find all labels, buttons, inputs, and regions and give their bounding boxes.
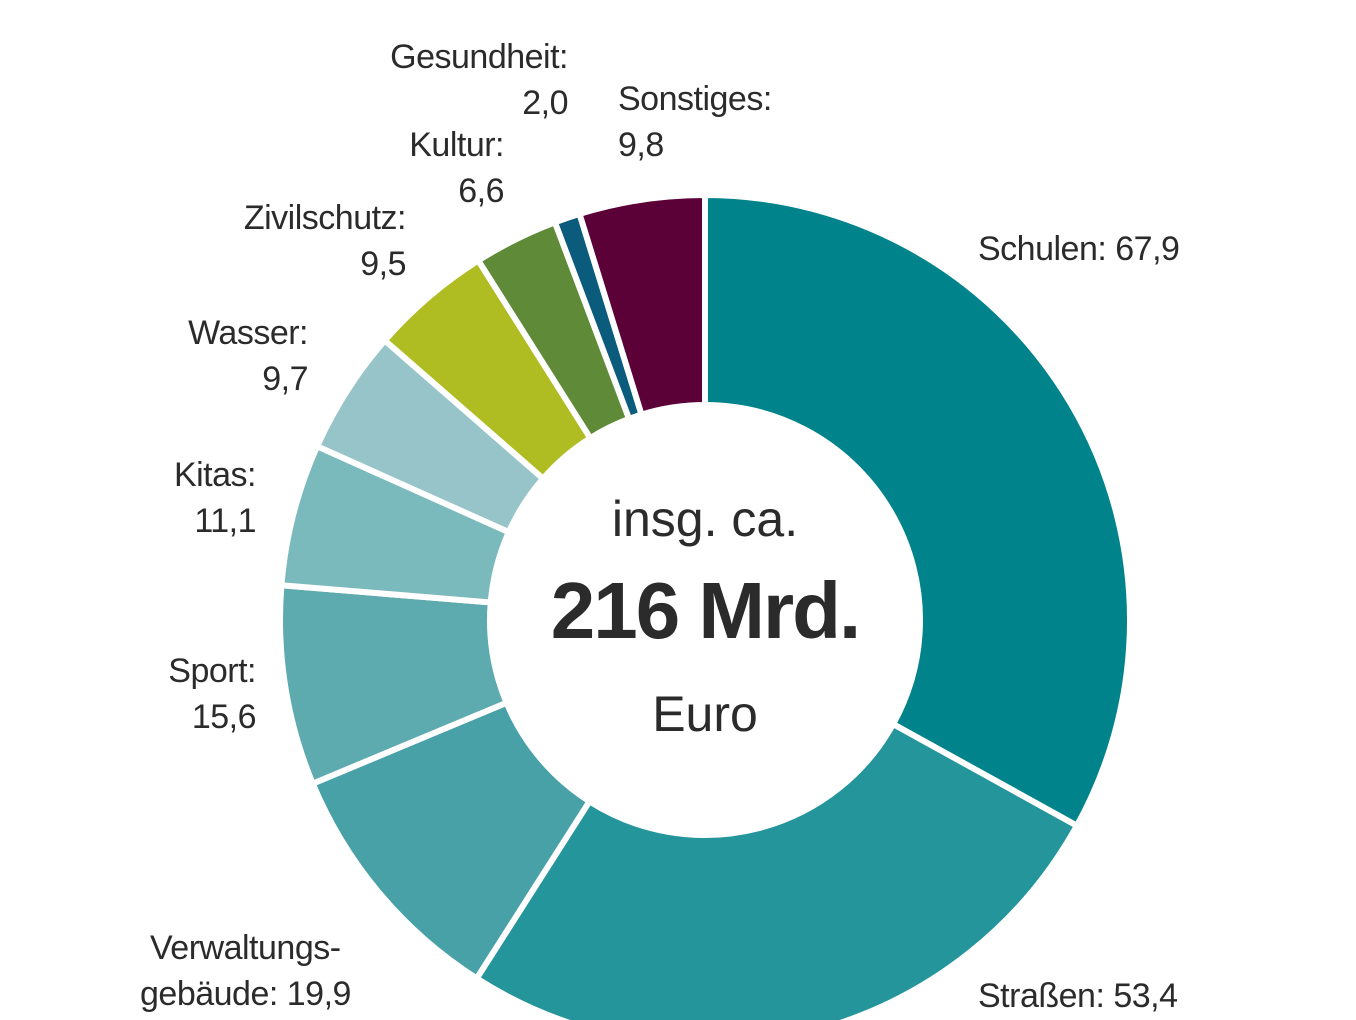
slice-straßen: [472, 719, 1081, 1020]
label-verwaltung-line1: Verwaltungs-: [150, 929, 341, 967]
slice-verwaltungs-gebäude: [308, 698, 594, 983]
label-kultur-value: 6,6: [458, 172, 504, 210]
label-wasser: Wasser: 9,7: [188, 310, 308, 402]
center-total: 216 Mrd.: [550, 566, 862, 655]
label-sonstiges: Sonstiges: 9,8: [618, 76, 772, 168]
label-kultur: Kultur: 6,6: [409, 122, 504, 214]
label-gesundheit-value: 2,0: [522, 84, 568, 122]
label-verwaltung-line2: gebäude: 19,9: [140, 975, 351, 1013]
label-verwaltung: Verwaltungs- gebäude: 19,9: [140, 925, 351, 1017]
label-kitas: Kitas: 11,1: [173, 452, 257, 544]
label-sport: Sport: 15,6: [168, 648, 256, 740]
center-label-prefix: insg. ca.: [611, 491, 799, 547]
label-zivilschutz-name: Zivilschutz:: [243, 199, 407, 237]
label-gesundheit-name: Gesundheit:: [390, 38, 568, 76]
label-strassen: Straßen: 53,4: [978, 977, 1178, 1015]
label-sport-name: Sport:: [168, 652, 256, 690]
label-kultur-name: Kultur:: [409, 126, 504, 164]
label-kitas-value: 11,1: [194, 502, 256, 540]
slice-schulen: [702, 191, 1133, 830]
label-sonstiges-name: Sonstiges:: [618, 80, 772, 118]
label-zivilschutz-value: 9,5: [360, 245, 406, 283]
label-schulen: Schulen: 67,9: [978, 230, 1180, 268]
label-wasser-name: Wasser:: [188, 314, 308, 352]
label-gesundheit: Gesundheit: 2,0: [390, 34, 568, 126]
label-zivilschutz: Zivilschutz: 9,5: [243, 195, 407, 287]
center-unit: Euro: [652, 686, 758, 742]
label-wasser-value: 9,7: [262, 360, 308, 398]
label-sonstiges-value: 9,8: [618, 126, 664, 164]
slice-sonstiges: [575, 191, 708, 419]
label-sport-value: 15,6: [191, 698, 257, 736]
label-kitas-name: Kitas:: [173, 456, 257, 494]
